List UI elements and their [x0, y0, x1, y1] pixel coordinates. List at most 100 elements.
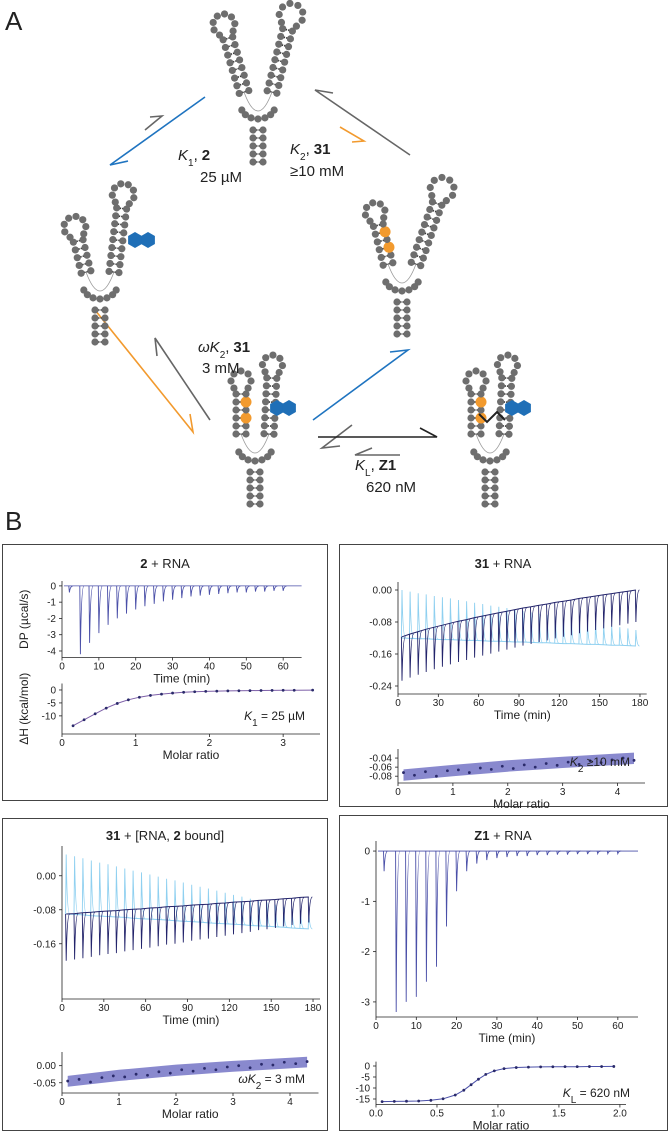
- injection-peak: [299, 896, 305, 924]
- injection-peak: [521, 607, 527, 646]
- nucleotide: [294, 1, 302, 10]
- nucleotide: [227, 377, 235, 385]
- nucleotide: [232, 414, 240, 422]
- injection-peak: [562, 600, 568, 637]
- panel-frame: [2, 818, 328, 1131]
- base-pair: [271, 82, 277, 86]
- nucleotide: [423, 213, 431, 221]
- x-tick-label: 180: [305, 1003, 322, 1014]
- x-tick-label: 0.0: [369, 1109, 383, 1120]
- nucleotide: [119, 237, 127, 245]
- concentration: 620 nM: [366, 479, 416, 496]
- data-point: [469, 1083, 473, 1087]
- injection-peak: [415, 850, 421, 997]
- x-tick-label: 0: [59, 1003, 65, 1014]
- y-tick-label: 0: [50, 685, 56, 696]
- nucleotide: [389, 259, 397, 267]
- base-pair: [432, 209, 437, 213]
- x-tick-label: 180: [632, 698, 649, 709]
- baseline-trace: [66, 896, 309, 915]
- nucleotide: [369, 222, 378, 231]
- injection-peak: [536, 850, 541, 856]
- x-tick-label: 60: [140, 1003, 152, 1014]
- injection-peak: [441, 597, 447, 641]
- nucleotide: [101, 330, 109, 338]
- nucleotide: [491, 484, 499, 492]
- nucleotide: [89, 294, 97, 302]
- nucleotide: [403, 298, 411, 306]
- y-tick-label: -3: [47, 630, 56, 641]
- title-part: 31: [106, 828, 120, 843]
- injection-peak: [538, 604, 544, 643]
- injection-peak: [254, 585, 260, 592]
- injection-peak: [207, 903, 213, 939]
- nucleotide: [393, 306, 401, 314]
- nucleotide: [265, 79, 273, 87]
- title-part: Z1: [474, 828, 489, 843]
- nucleotide: [85, 259, 93, 267]
- base-pair: [385, 262, 391, 266]
- nucleotide: [286, 0, 294, 8]
- injection-peak: [594, 595, 600, 631]
- constant-symbol: K: [563, 1086, 572, 1100]
- nucleotide: [242, 390, 250, 398]
- base-pair: [279, 51, 284, 55]
- nucleotide: [235, 56, 244, 64]
- constant-subscript: L: [571, 1095, 577, 1106]
- nucleotide: [438, 173, 446, 182]
- data-point: [456, 768, 460, 772]
- x-tick-label: 20: [451, 1021, 463, 1032]
- data-point: [204, 689, 208, 693]
- data-point: [149, 694, 152, 697]
- nucleotide: [510, 368, 518, 377]
- nucleotide: [71, 246, 79, 254]
- nucleotide: [229, 27, 237, 35]
- nucleotide: [121, 221, 129, 229]
- x-tick-label: 50: [241, 662, 253, 673]
- arrow: [312, 348, 411, 421]
- injection-peak: [180, 585, 186, 599]
- nucleotide: [272, 390, 280, 398]
- data-point: [462, 1088, 466, 1092]
- data-point: [392, 1100, 396, 1103]
- y-tick-label: 0: [50, 581, 56, 592]
- injection-peak: [208, 585, 213, 595]
- rna-structures: [60, 0, 531, 508]
- nucleotide: [361, 211, 370, 219]
- x-tick-label: 4: [615, 787, 621, 798]
- x-tick-label: 120: [221, 1003, 238, 1014]
- nucleotide: [256, 500, 264, 508]
- nucleotide: [442, 197, 450, 205]
- data-point: [311, 688, 315, 692]
- nucleotide: [477, 422, 485, 430]
- data-point: [577, 763, 581, 766]
- nucleotide: [491, 468, 499, 476]
- nucleotide: [261, 114, 269, 122]
- data-point: [477, 1077, 480, 1081]
- equilibrium-label: ωK2, 31: [198, 339, 250, 361]
- y-axis-label: ΔH (kcal/mol): [17, 673, 31, 745]
- injection-peak: [236, 585, 241, 593]
- nucleotide: [227, 13, 236, 21]
- base-pair: [241, 90, 247, 94]
- data-point: [380, 1100, 384, 1104]
- nucleotide: [226, 59, 234, 67]
- baseline-trace: [401, 589, 636, 638]
- nucleotide: [496, 406, 504, 414]
- nucleotide: [80, 286, 88, 294]
- nucleotide: [259, 134, 267, 142]
- nucleotide: [238, 106, 246, 114]
- injection-peak: [199, 904, 205, 940]
- injection-peak: [610, 593, 616, 627]
- x-tick-label: 60: [473, 698, 485, 709]
- injection-peak: [173, 880, 179, 922]
- nucleotide: [275, 81, 283, 90]
- nucleotide: [109, 291, 117, 299]
- base-pair: [424, 232, 429, 236]
- annotation-text: ≥10 mM: [583, 755, 630, 769]
- y-tick-label: 0: [364, 1062, 370, 1073]
- nucleotide: [251, 457, 259, 465]
- nucleotide: [259, 150, 267, 158]
